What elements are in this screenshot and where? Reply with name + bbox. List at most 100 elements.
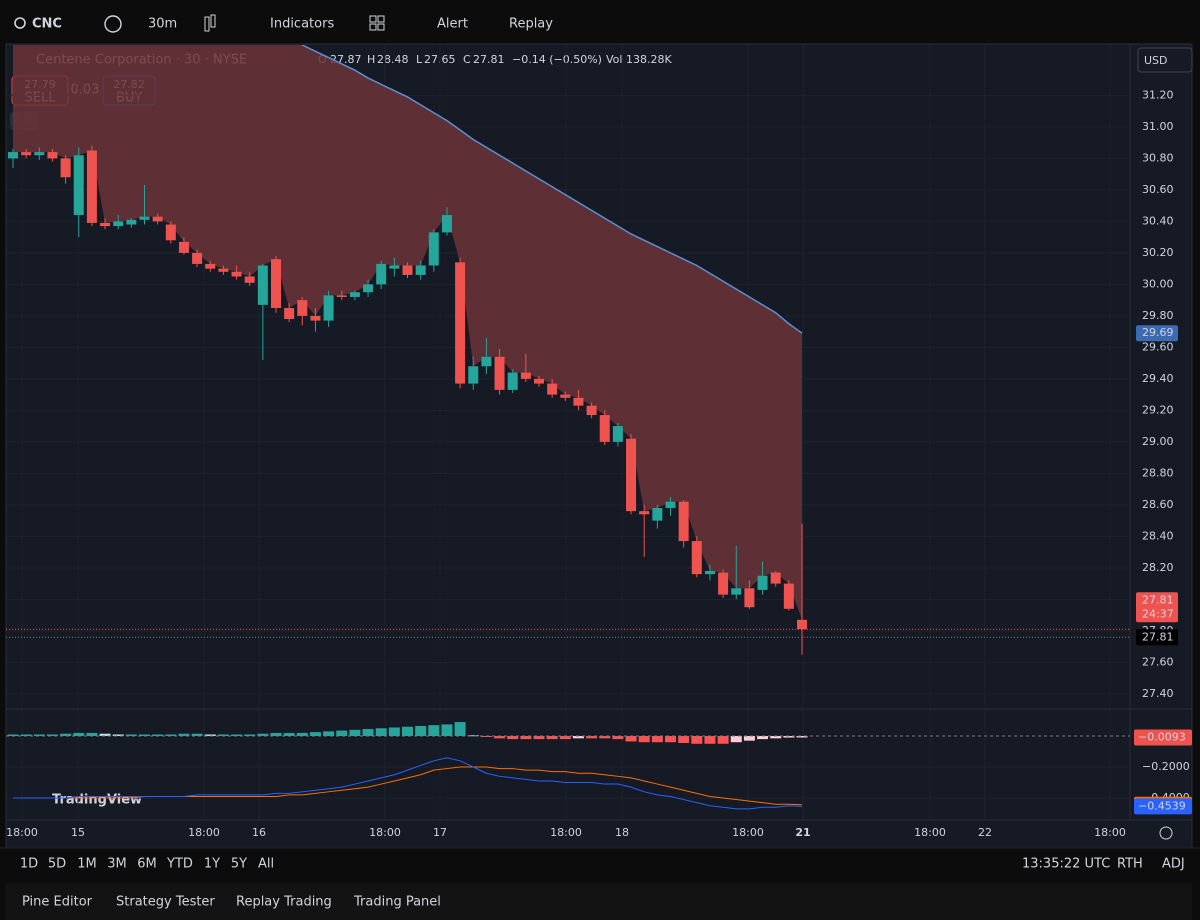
price-tick-label: 27.40	[1142, 687, 1174, 700]
histogram-bar	[388, 727, 400, 737]
candle-body	[34, 152, 45, 156]
candle-body	[468, 366, 479, 384]
range-button[interactable]: All	[258, 857, 274, 872]
range-button[interactable]: 6M	[137, 857, 157, 872]
price-tick-label: 29.20	[1142, 403, 1174, 416]
candle-body	[770, 572, 781, 584]
crosshair-tag-text: 27.81	[1142, 630, 1174, 643]
histogram-bar	[625, 736, 637, 742]
histogram-bar	[665, 736, 676, 743]
candle-body	[244, 276, 255, 283]
time-label: 18:00	[369, 826, 401, 839]
histogram-bar	[441, 724, 453, 737]
candle-body	[573, 397, 584, 406]
candle-body	[520, 372, 531, 379]
settings-icon[interactable]	[1159, 826, 1173, 840]
panel-tab[interactable]: Pine Editor	[22, 895, 93, 910]
macd-tick-label: −0.2000	[1142, 760, 1190, 773]
histogram-bar	[191, 733, 203, 737]
histogram-bar	[178, 733, 190, 737]
macd-tag	[1134, 798, 1192, 815]
chart-type-icon[interactable]	[204, 16, 210, 32]
candle-body	[389, 265, 400, 269]
add-symbol[interactable]	[104, 15, 122, 33]
range-button[interactable]: 1Y	[204, 857, 220, 872]
histogram-bar	[231, 734, 243, 737]
currency[interactable]: USD	[1144, 54, 1168, 67]
layout-icon[interactable]	[369, 15, 377, 23]
price-tick-label: 29.40	[1142, 372, 1174, 385]
candle-body	[376, 263, 387, 285]
price-tick-label: 28.60	[1142, 498, 1174, 511]
candle-body	[60, 158, 71, 178]
histogram-bar	[375, 728, 387, 737]
ma-fill	[13, 45, 802, 620]
interval[interactable]: 30m	[148, 17, 177, 32]
price-tick-label: 30.20	[1142, 246, 1174, 259]
candle-body	[586, 405, 597, 416]
candle-body	[21, 152, 32, 156]
candle-body	[718, 572, 729, 595]
layout-icon[interactable]	[369, 23, 377, 31]
alert-button[interactable]: Alert	[437, 17, 468, 32]
session-button[interactable]: RTH	[1117, 857, 1143, 872]
range-button[interactable]: 5Y	[231, 857, 247, 872]
indicators-button[interactable]: Indicators	[270, 17, 334, 32]
histogram-bar	[125, 734, 137, 737]
histogram-bar	[46, 734, 58, 737]
price-tick-label: 27.60	[1142, 655, 1174, 668]
currency-box[interactable]	[1137, 47, 1193, 73]
histogram-bar	[704, 736, 716, 744]
candle-body	[86, 150, 97, 223]
search-icon[interactable]	[14, 17, 26, 29]
histogram-bar	[165, 734, 177, 737]
candle-body	[481, 356, 492, 367]
histogram-bar	[638, 736, 650, 743]
candle-body	[639, 511, 650, 515]
legend-value: 28.48	[377, 53, 409, 66]
candle-body	[218, 268, 229, 272]
candle-body	[73, 155, 84, 216]
price-tick-label: 28.80	[1142, 466, 1174, 479]
chart-type-icon[interactable]	[210, 14, 216, 28]
histogram-bar	[323, 731, 335, 737]
layout-icon[interactable]	[377, 15, 385, 23]
ma-tag-text: 29.69	[1142, 326, 1174, 339]
histogram-bar	[612, 736, 624, 740]
range-button[interactable]: 1M	[77, 857, 97, 872]
legend-value: Vol	[606, 53, 622, 66]
panel-tab[interactable]: Strategy Tester	[116, 895, 215, 910]
histogram-bar	[586, 736, 598, 739]
symbol[interactable]: CNC	[32, 17, 62, 32]
legend-value: −0.14 (−0.50%)	[512, 53, 602, 66]
range-button[interactable]: 5D	[48, 857, 66, 872]
logo: TradingView	[52, 793, 142, 808]
price-tick-label: 31.00	[1142, 120, 1174, 133]
candle-body	[165, 224, 176, 241]
histogram-bar	[60, 733, 72, 737]
range-button[interactable]: YTD	[166, 857, 193, 872]
candle-body	[494, 356, 505, 390]
panel-tab[interactable]: Trading Panel	[353, 895, 441, 910]
histogram-bar	[296, 732, 308, 737]
price-tick-label: 30.00	[1142, 277, 1174, 290]
histogram-bar	[402, 726, 413, 737]
histogram-bar	[467, 735, 479, 737]
range-button[interactable]: 1D	[20, 857, 38, 872]
time-label: 18:00	[732, 826, 764, 839]
moving-average	[300, 45, 803, 334]
histogram-bar	[73, 732, 85, 737]
price-tick-label: 29.60	[1142, 340, 1174, 353]
candle-body	[626, 438, 637, 512]
candle-body	[428, 232, 439, 266]
panel-tab[interactable]: Replay Trading	[236, 895, 332, 910]
candle-body	[678, 501, 689, 542]
layout-icon[interactable]	[377, 23, 385, 31]
histogram-bar	[415, 725, 427, 737]
adjust-button[interactable]: ADJ	[1162, 857, 1185, 872]
legend-value: 27.81	[473, 53, 505, 66]
replay-button[interactable]: Replay	[509, 17, 553, 32]
range-button[interactable]: 3M	[107, 857, 127, 872]
candle-body	[731, 588, 742, 595]
